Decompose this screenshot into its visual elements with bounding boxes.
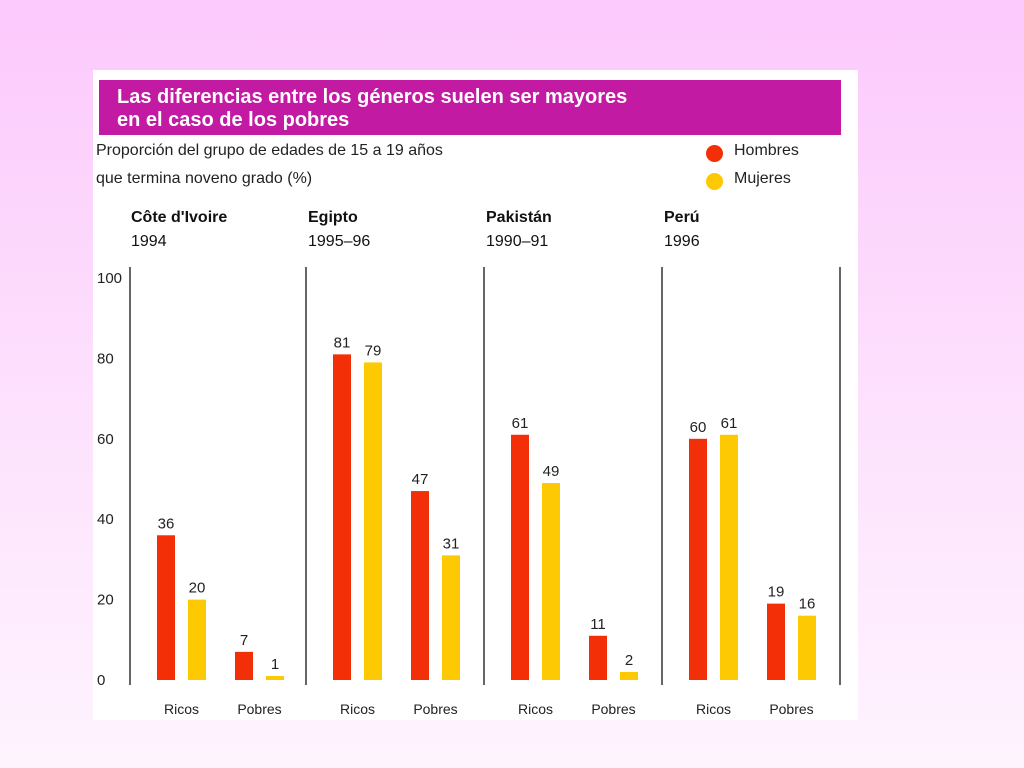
category-label-pakistan-pobres: Pobres: [591, 701, 635, 717]
category-label-egipto-ricos: Ricos: [340, 701, 375, 717]
bar-cote-d-ivoire-ricos-mujeres: [188, 599, 206, 680]
bar-egipto-ricos-hombres: [333, 354, 351, 680]
category-label-peru-ricos: Ricos: [696, 701, 731, 717]
legend-swatch-mujeres: [706, 173, 723, 190]
chart-plot: 0 20 40 60 80 100 36 20 Ricos 7 1 Pobres 81 79 Ricos 47…: [97, 267, 841, 717]
bar-egipto-pobres-hombres: [411, 491, 429, 680]
category-label-cote-d-ivoire-ricos: Ricos: [164, 701, 199, 717]
legend-label-hombres: Hombres: [734, 142, 799, 159]
bar-peru-ricos-mujeres: [720, 434, 738, 680]
bar-egipto-pobres-mujeres: [442, 555, 460, 680]
data-label-peru-pobres-hombres: 19: [768, 584, 785, 601]
data-label-pakistan-ricos-mujeres: 49: [543, 463, 560, 480]
group-name-pakistan: Pakistán: [486, 209, 552, 226]
group-name-egipto: Egipto: [308, 209, 358, 226]
group-year-cote-divoire: 1994: [131, 233, 167, 250]
bar-peru-pobres-mujeres: [798, 615, 816, 680]
data-label-pakistan-ricos-hombres: 61: [512, 415, 529, 432]
category-label-cote-d-ivoire-pobres: Pobres: [237, 701, 281, 717]
data-label-cote-d-ivoire-pobres-hombres: 7: [240, 632, 248, 649]
y-tick-label: 60: [97, 431, 114, 448]
bar-egipto-ricos-mujeres: [364, 362, 382, 680]
chart-title-line-2: en el caso de los pobres: [117, 109, 350, 131]
chart-panel: Las diferencias entre los géneros suelen…: [93, 70, 858, 720]
data-label-egipto-ricos-mujeres: 79: [365, 342, 382, 359]
category-label-pakistan-ricos: Ricos: [518, 701, 553, 717]
data-label-egipto-pobres-hombres: 47: [412, 471, 429, 488]
legend-label-mujeres: Mujeres: [734, 170, 791, 187]
data-label-cote-d-ivoire-ricos-hombres: 36: [158, 515, 175, 532]
group-year-egipto: 1995–96: [308, 233, 371, 250]
bar-pakistan-ricos-mujeres: [542, 483, 560, 680]
data-label-egipto-ricos-hombres: 81: [334, 334, 351, 351]
bar-cote-d-ivoire-ricos-hombres: [157, 535, 175, 680]
chart-subtitle-line-2: que termina noveno grado (%): [96, 170, 313, 187]
group-name-cote-divoire: Côte d'Ivoire: [131, 209, 228, 226]
data-label-cote-d-ivoire-ricos-mujeres: 20: [189, 580, 206, 597]
bar-pakistan-pobres-mujeres: [620, 671, 638, 680]
bar-peru-ricos-hombres: [689, 438, 707, 680]
group-year-peru: 1996: [664, 233, 700, 250]
data-label-pakistan-pobres-hombres: 11: [590, 616, 606, 633]
category-label-egipto-pobres: Pobres: [413, 701, 457, 717]
y-tick-label: 40: [97, 511, 114, 528]
bar-pakistan-ricos-hombres: [511, 434, 529, 680]
bar-pakistan-pobres-hombres: [589, 635, 607, 680]
chart-subtitle-line-1: Proporción del grupo de edades de 15 a 1…: [96, 142, 443, 159]
data-label-peru-pobres-mujeres: 16: [799, 596, 816, 613]
chart-title-band: Las diferencias entre los géneros suelen…: [99, 80, 841, 135]
y-tick-label: 100: [97, 270, 122, 287]
data-label-peru-ricos-hombres: 60: [690, 419, 707, 436]
chart-title-line-1: Las diferencias entre los géneros suelen…: [117, 86, 628, 108]
group-year-pakistan: 1990–91: [486, 233, 549, 250]
category-label-peru-pobres: Pobres: [769, 701, 813, 717]
data-label-pakistan-pobres-mujeres: 2: [625, 652, 633, 669]
bar-cote-d-ivoire-pobres-hombres: [235, 651, 253, 680]
data-label-peru-ricos-mujeres: 61: [721, 415, 738, 432]
data-label-cote-d-ivoire-pobres-mujeres: 1: [271, 656, 279, 673]
bar-cote-d-ivoire-pobres-mujeres: [266, 675, 284, 680]
y-tick-label: 0: [97, 672, 105, 689]
bar-peru-pobres-hombres: [767, 603, 785, 680]
group-name-peru: Perú: [664, 209, 700, 226]
data-label-egipto-pobres-mujeres: 31: [443, 535, 460, 552]
legend-swatch-hombres: [706, 145, 723, 162]
y-tick-label: 20: [97, 592, 114, 609]
y-tick-label: 80: [97, 350, 114, 367]
